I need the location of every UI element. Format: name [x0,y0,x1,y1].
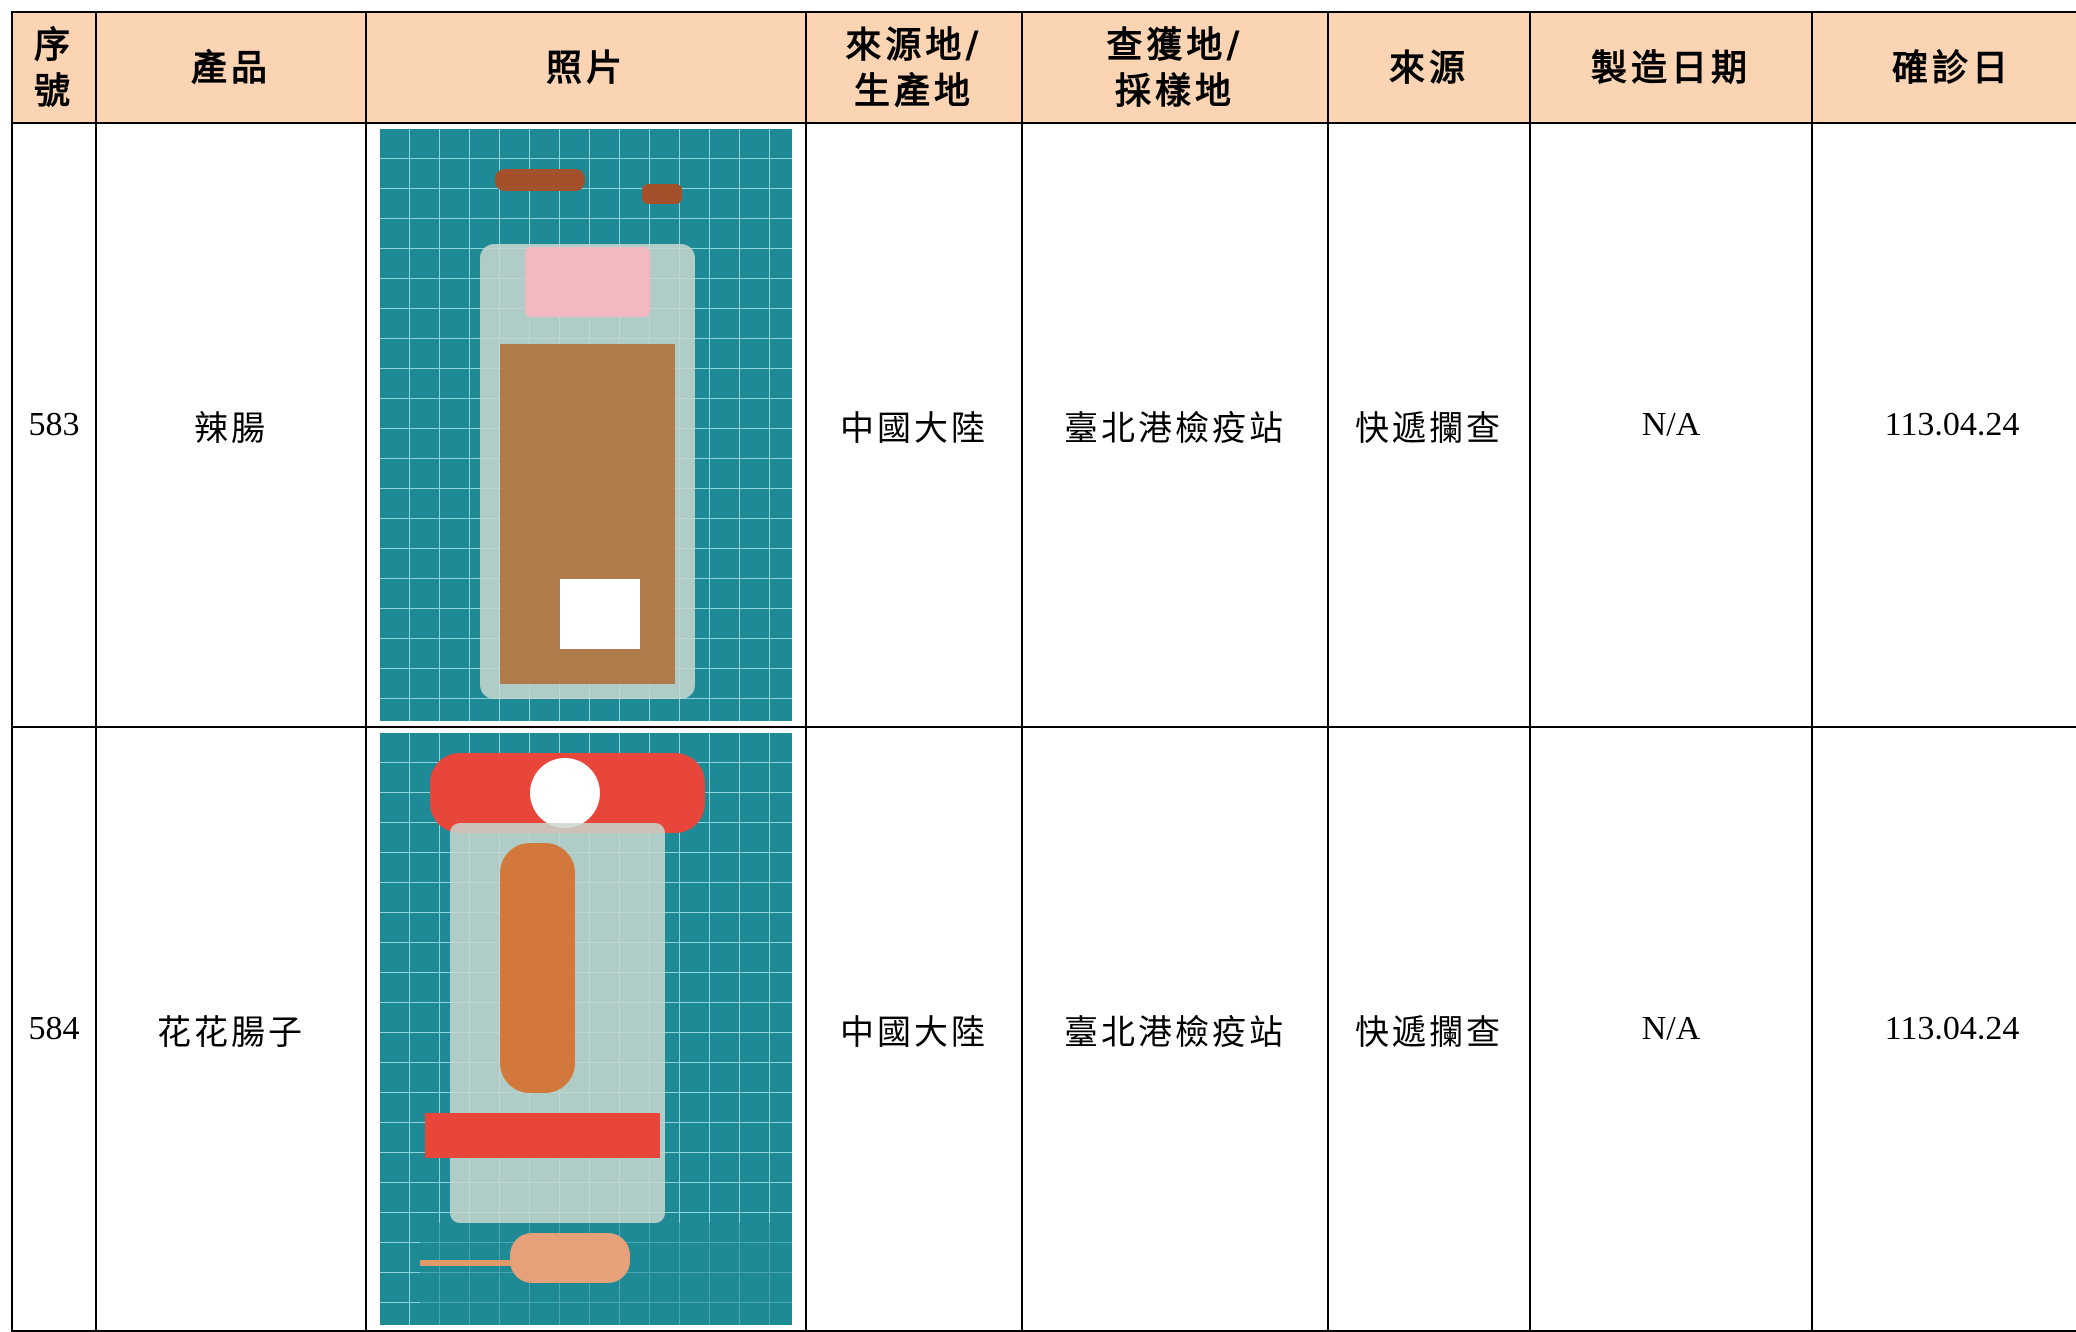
product-photo [380,129,792,721]
header-text: 序 [33,23,74,66]
cell-no: 584 [11,726,97,1332]
header-cell: 來源 [1327,11,1531,124]
header-text: 來源地/ [845,23,983,66]
header-text: 生產地 [853,69,974,112]
header-cell: 查獲地/採樣地 [1021,11,1329,124]
cell-product: 辣腸 [95,122,367,728]
cell-origin: 中國大陸 [805,726,1023,1332]
cell-source: 快遞攔查 [1327,122,1531,728]
cell-manufacture-date: N/A [1529,726,1813,1332]
cell-confirmed-date: 113.04.24 [1811,122,2076,728]
header-cell: 製造日期 [1529,11,1813,124]
header-cell: 來源地/生產地 [805,11,1023,124]
header-text: 來源 [1388,46,1469,89]
header-text: 產品 [190,46,271,89]
header-cell: 產品 [95,11,367,124]
header-text: 查獲地/ [1106,23,1244,66]
cell-source: 快遞攔查 [1327,726,1531,1332]
header-cell: 序號 [11,11,97,124]
product-table: 序號產品 照片 來源地/生產地 查獲地/採樣地 來源 製造日期 確診日 583 辣腸 中國大… [11,11,2076,1332]
table-row: 584 花花腸子 中國大陸 臺北港檢疫站 快遞攔查 N/A 113 [11,726,2076,1332]
header-text: 確診日 [1891,46,2012,89]
cell-seized-at: 臺北港檢疫站 [1021,122,1329,728]
table-row: 583 辣腸 中國大陸 臺北港檢疫站 快遞攔查 N/A 113.04.24 [11,122,2076,728]
cell-manufacture-date: N/A [1529,122,1813,728]
header-text: 號 [33,69,74,112]
cell-seized-at: 臺北港檢疫站 [1021,726,1329,1332]
header-row: 序號產品 照片 來源地/生產地 查獲地/採樣地 來源 製造日期 確診日 [11,11,2076,124]
cell-confirmed-date: 113.04.24 [1811,726,2076,1332]
header-text: 照片 [545,46,626,89]
header-cell: 確診日 [1811,11,2076,124]
header-text: 採樣地 [1114,69,1235,112]
header-text: 製造日期 [1590,46,1751,89]
header-cell: 照片 [365,11,807,124]
cell-photo [365,122,807,728]
cell-origin: 中國大陸 [805,122,1023,728]
cell-no: 583 [11,122,97,728]
product-photo [380,733,792,1325]
cell-product: 花花腸子 [95,726,367,1332]
cell-photo [365,726,807,1332]
